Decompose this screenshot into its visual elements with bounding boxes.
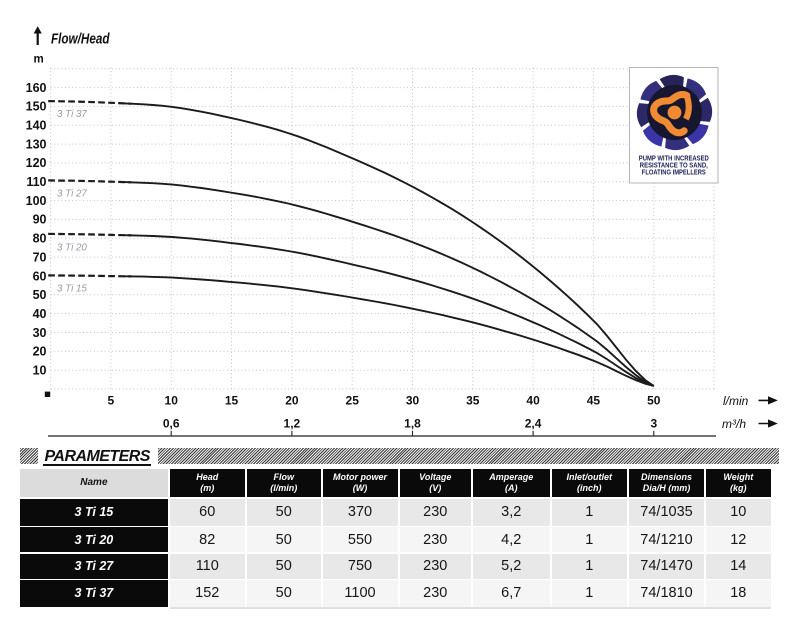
svg-text:m: m <box>34 54 44 66</box>
svg-text:50: 50 <box>647 394 661 408</box>
svg-text:35: 35 <box>466 394 480 408</box>
svg-text:m³/h: m³/h <box>722 417 746 431</box>
svg-text:FLOATING IMPELLERS: FLOATING IMPELLERS <box>642 169 706 177</box>
svg-text:150: 150 <box>26 100 47 114</box>
svg-text:50: 50 <box>33 288 47 302</box>
svg-text:60: 60 <box>33 269 47 283</box>
svg-text:30: 30 <box>33 326 47 340</box>
svg-text:Flow/Head: Flow/Head <box>51 32 110 48</box>
svg-text:0,6: 0,6 <box>163 417 180 431</box>
svg-text:40: 40 <box>526 394 540 408</box>
svg-text:PUMP WITH INCREASED: PUMP WITH INCREASED <box>639 155 709 163</box>
svg-text:120: 120 <box>26 156 47 170</box>
svg-text:100: 100 <box>26 194 47 208</box>
svg-text:15: 15 <box>225 394 239 408</box>
svg-text:160: 160 <box>26 81 47 95</box>
svg-text:1,2: 1,2 <box>284 417 301 431</box>
svg-text:90: 90 <box>33 213 47 227</box>
svg-text:1,8: 1,8 <box>404 417 421 431</box>
svg-text:20: 20 <box>33 345 47 359</box>
svg-text:10: 10 <box>33 364 47 378</box>
svg-text:30: 30 <box>406 394 420 408</box>
svg-text:l/min: l/min <box>723 394 749 408</box>
svg-text:80: 80 <box>33 232 47 246</box>
svg-text:140: 140 <box>26 119 47 133</box>
svg-text:130: 130 <box>26 137 47 151</box>
svg-text:110: 110 <box>26 175 46 189</box>
svg-text:3 Ti 27: 3 Ti 27 <box>57 189 87 200</box>
svg-text:20: 20 <box>285 394 299 408</box>
svg-text:45: 45 <box>587 394 601 408</box>
svg-text:2,4: 2,4 <box>525 417 542 431</box>
svg-text:3 Ti 20: 3 Ti 20 <box>57 243 87 254</box>
svg-text:RESISTANCE TO SAND,: RESISTANCE TO SAND, <box>640 162 708 170</box>
svg-text:3 Ti 15: 3 Ti 15 <box>57 284 87 295</box>
svg-text:70: 70 <box>33 250 47 264</box>
svg-text:3: 3 <box>650 417 657 431</box>
svg-text:40: 40 <box>33 307 47 321</box>
svg-text:5: 5 <box>108 394 115 408</box>
svg-text:25: 25 <box>346 394 360 408</box>
svg-text:10: 10 <box>165 394 179 408</box>
svg-text:3 Ti 37: 3 Ti 37 <box>57 109 87 120</box>
